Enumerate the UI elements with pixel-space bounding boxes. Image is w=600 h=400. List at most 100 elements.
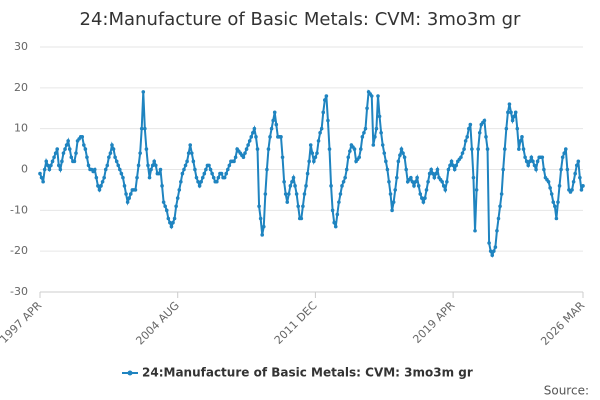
point [44,159,49,164]
point [434,171,438,176]
point [255,147,260,151]
point [157,171,161,176]
point [102,175,106,180]
point [271,118,275,123]
point [484,135,488,139]
point [521,147,526,151]
point [283,192,288,196]
point [416,184,421,188]
point [143,126,147,131]
point [121,175,125,180]
point [385,167,390,172]
point [252,126,257,131]
point [254,135,258,139]
point [346,155,351,160]
point [147,175,152,180]
point [246,143,250,147]
point [402,155,407,160]
point [319,126,324,131]
point [426,179,430,184]
y-tick-label: -20 [10,244,28,257]
y-tick-label: 20 [14,81,28,94]
point [211,175,216,180]
point [279,135,283,139]
point [122,184,127,188]
point [72,159,77,164]
point [50,159,55,164]
point [474,188,479,192]
point [39,175,44,180]
point [571,179,576,184]
point [329,184,333,188]
point [141,90,146,94]
point [509,110,513,115]
point [107,155,111,160]
point [360,135,365,139]
point [163,204,167,209]
point [219,171,224,176]
point [520,135,524,139]
point [404,167,408,172]
point [382,151,387,155]
point [41,179,45,184]
point [420,196,424,200]
point [46,163,50,168]
point [498,204,502,209]
point [391,200,396,204]
point [160,184,164,188]
x-tick-label: 2026 MAR [538,299,587,348]
point [518,139,523,143]
point [299,216,304,221]
point [531,159,535,164]
point [293,184,297,188]
point [38,171,42,176]
point [166,216,171,221]
point [210,171,214,176]
point [340,184,344,188]
point [565,167,570,172]
point [204,167,208,172]
legend-marker [127,370,133,376]
point [415,175,419,180]
point [460,151,465,155]
point [527,159,532,164]
point [233,155,238,160]
point [535,159,540,164]
point [92,167,97,172]
point [496,216,501,221]
point [127,196,131,200]
point [454,163,459,168]
point [363,126,368,131]
point [200,175,205,180]
point [153,163,158,168]
point [138,151,142,155]
point [169,224,174,229]
point [501,167,505,172]
point [440,179,444,184]
point [424,188,429,192]
point [224,171,229,176]
point [490,253,495,258]
point [291,175,296,180]
point [108,151,113,155]
point [189,151,194,155]
point [69,155,74,160]
point [441,184,446,188]
point [394,175,399,180]
point [510,118,515,123]
point [506,110,510,115]
point [388,192,393,196]
point [365,106,369,111]
point [274,122,279,127]
point [470,147,474,151]
point [493,245,498,249]
point [352,147,357,151]
point [482,118,487,123]
point [578,175,582,180]
point [288,184,293,188]
point [294,192,299,196]
point [581,184,585,188]
point [341,179,346,184]
y-tick-label: -10 [10,203,28,216]
